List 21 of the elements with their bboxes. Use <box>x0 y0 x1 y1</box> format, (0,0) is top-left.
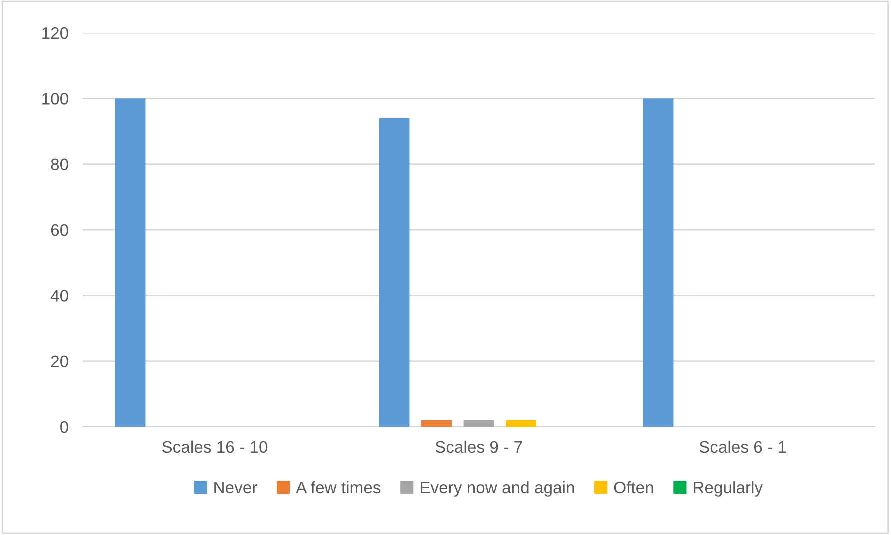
legend-label: A few times <box>296 481 381 494</box>
legend-label: Every now and again <box>420 481 574 497</box>
y-tick-label: 20 <box>51 356 68 368</box>
bar <box>379 118 410 427</box>
y-tick-label: 80 <box>51 158 68 171</box>
bar <box>464 420 494 427</box>
y-tick-label: 120 <box>42 27 68 40</box>
y-tick-label: 0 <box>60 421 68 434</box>
legend-label: Regularly <box>694 481 764 497</box>
legend-label: Often <box>614 481 654 494</box>
bar <box>115 98 146 427</box>
x-tick-label: Scales 16 - 10 <box>162 440 268 454</box>
bar <box>506 420 536 427</box>
y-tick-label: 40 <box>50 290 68 302</box>
legend-label: Never <box>214 482 258 494</box>
bar <box>643 98 674 427</box>
x-tick-label: Scales 9 - 7 <box>436 440 522 454</box>
y-tick-label: 60 <box>51 224 68 236</box>
y-tick-label: 100 <box>42 93 68 105</box>
x-tick-label: Scales 6 - 1 <box>700 440 786 454</box>
bar <box>422 420 452 427</box>
